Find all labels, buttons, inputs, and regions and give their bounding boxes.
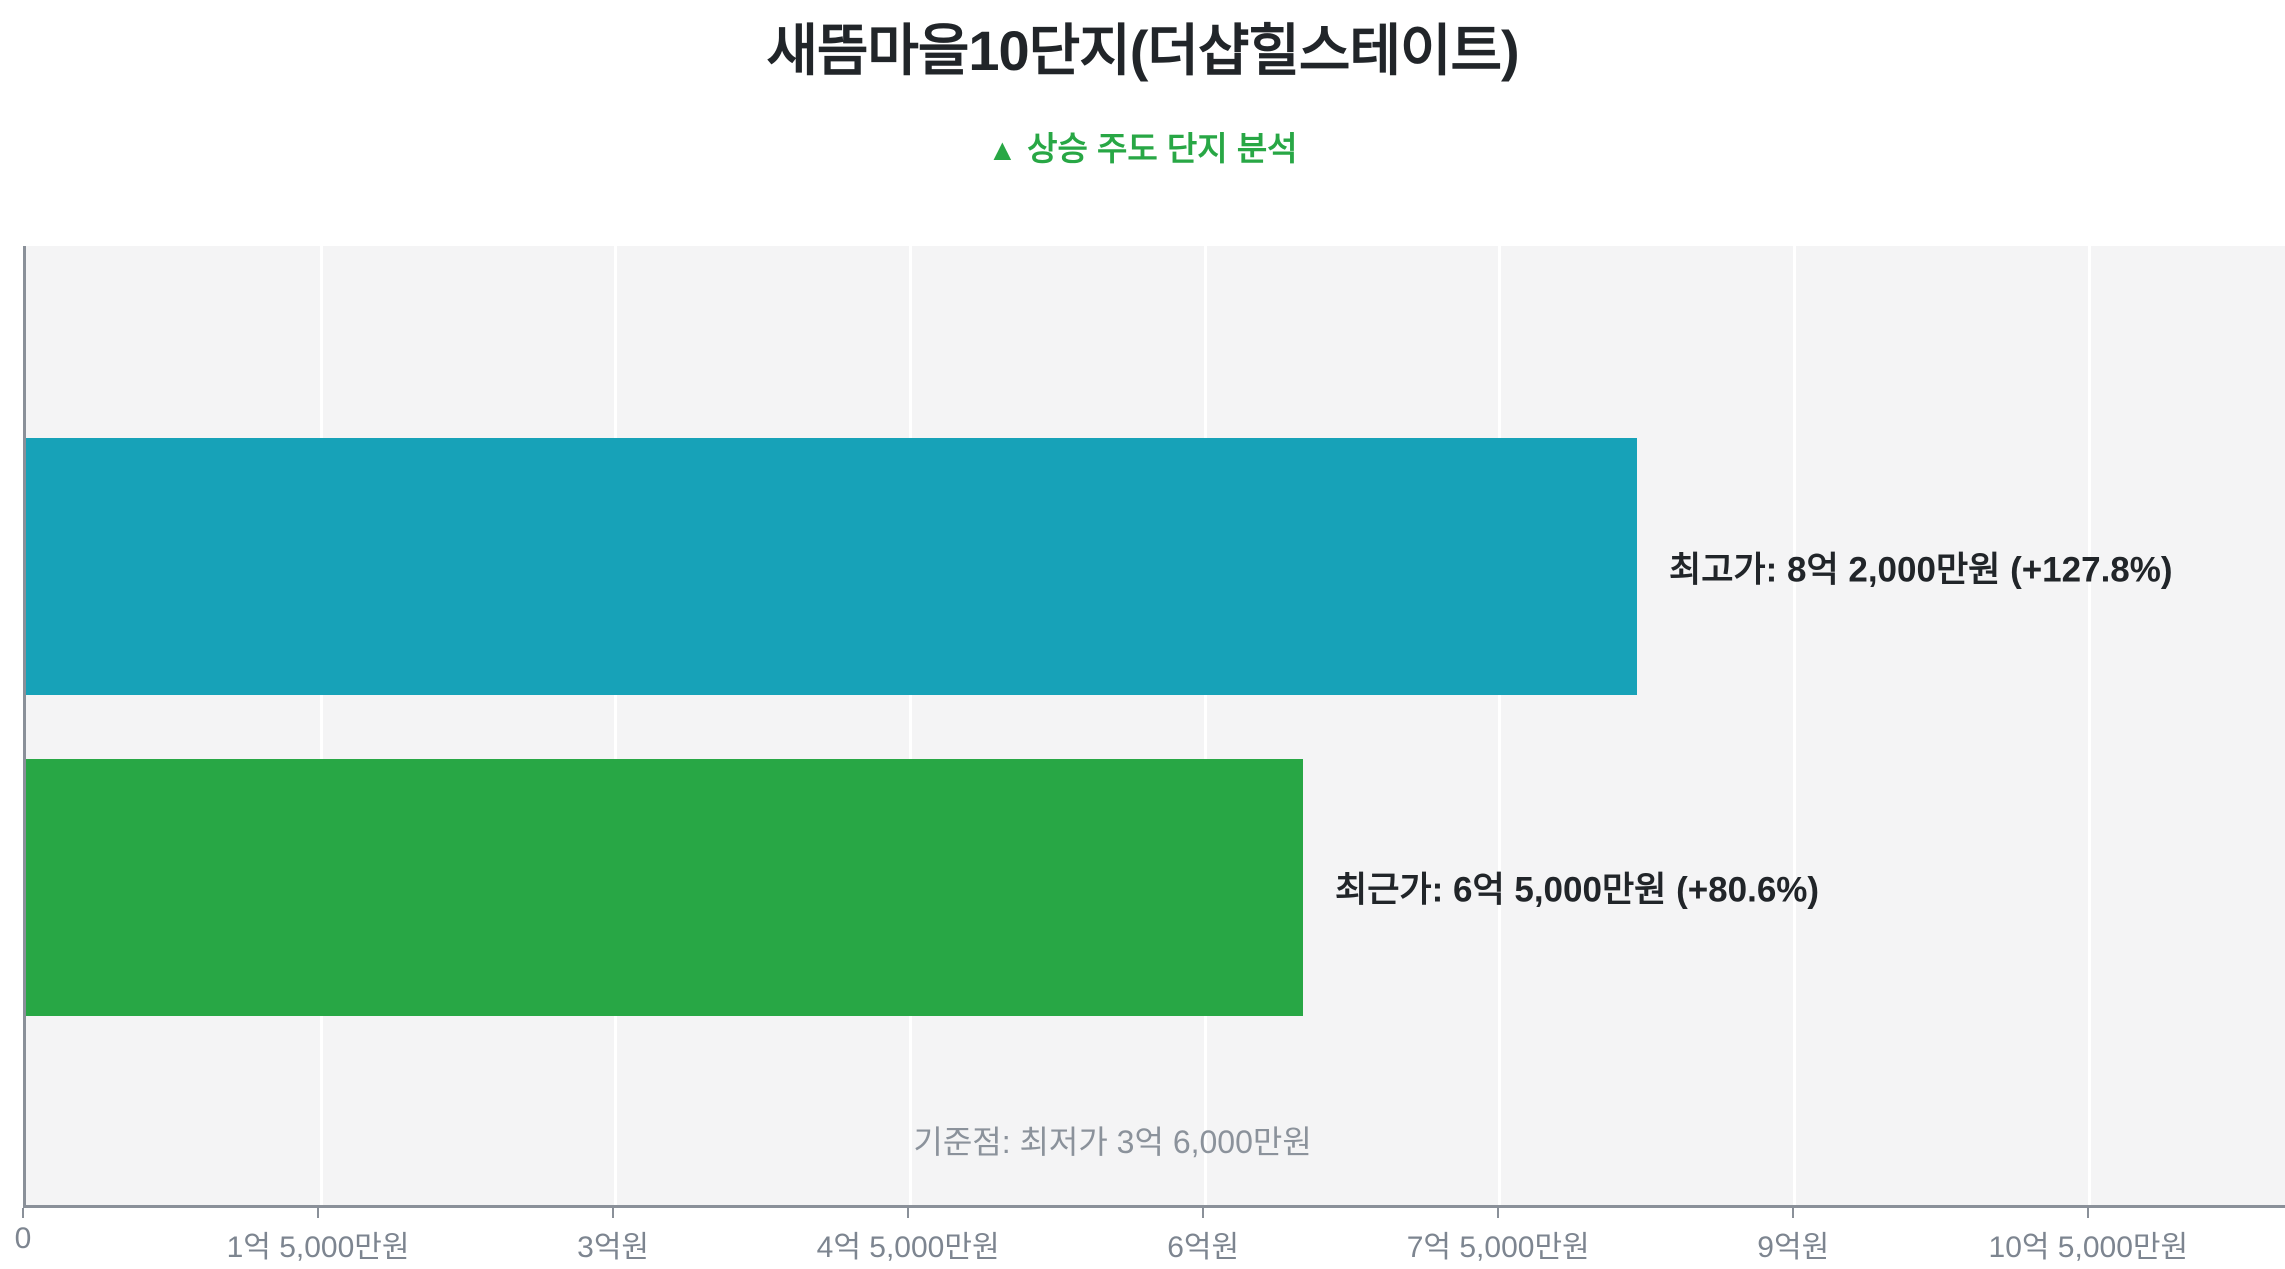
x-axis-tick [907, 1208, 910, 1218]
x-axis-tick-label: 1억 5,000만원 [226, 1231, 410, 1264]
x-axis-tick-label: 3억원 [577, 1231, 650, 1264]
gridline [614, 246, 618, 1205]
chart-subtitle: ▲ 상승 주도 단지 분석 [0, 122, 2285, 170]
up-triangle-icon: ▲ [987, 134, 1018, 167]
chart-subtitle-text: 상승 주도 단지 분석 [1027, 130, 1298, 167]
x-axis-tick [612, 1208, 615, 1218]
bar-label-recent-price: 최근가: 6억 5,000만원 (+80.6%) [1335, 870, 1820, 910]
bar-highest-price [26, 438, 1637, 695]
gridline [1498, 246, 1502, 1205]
x-axis: 0 1억 5,000만원 3억원 4억 5,000만원 6억원 7억 5,000만원 9억원… [15, 1208, 2285, 1268]
plot-area: 최고가: 8억 2,000만원 (+127.8%) 최근가: 6억 5,000만원… [23, 246, 2285, 1208]
x-axis-tick [2087, 1208, 2090, 1218]
bar-recent-price [26, 759, 1303, 1016]
bar-label-highest-price: 최고가: 8억 2,000만원 (+127.8%) [1669, 550, 2173, 590]
x-axis-tick [1792, 1208, 1795, 1218]
x-axis-tick-label: 10억 5,000만원 [1988, 1231, 2189, 1264]
x-axis-tick-label: 0 [14, 1222, 32, 1255]
baseline-annotation: 기준점: 최저가 3억 6,000만원 [913, 1123, 1312, 1160]
x-axis-tick-label: 4억 5,000만원 [816, 1231, 1000, 1264]
x-axis-tick [317, 1208, 320, 1218]
x-axis-tick-label: 9억원 [1757, 1231, 1830, 1264]
chart-title: 새뜸마을10단지(더샵힐스테이트) [766, 19, 1519, 82]
gridline [1203, 246, 1207, 1205]
x-axis-tick [1202, 1208, 1205, 1218]
gridline [1792, 246, 1796, 1205]
x-axis-tick-label: 7억 5,000만원 [1406, 1231, 1590, 1264]
gridline [908, 246, 912, 1205]
gridline [2087, 246, 2091, 1205]
x-axis-tick [22, 1208, 24, 1218]
gridline [319, 246, 323, 1205]
x-axis-tick [1497, 1208, 1500, 1218]
x-axis-tick-label: 6억원 [1167, 1231, 1240, 1264]
